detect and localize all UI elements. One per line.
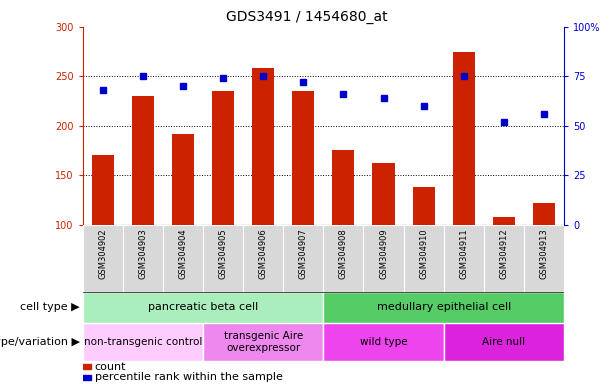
Bar	[403, 225, 444, 292]
Text: GSM304903: GSM304903	[139, 228, 147, 279]
Text: wild type: wild type	[360, 337, 407, 347]
Text: pancreatic beta cell: pancreatic beta cell	[148, 302, 258, 312]
Text: GSM304905: GSM304905	[219, 228, 227, 279]
Text: GSM304911: GSM304911	[459, 228, 468, 279]
Bar	[132, 96, 154, 225]
Bar	[373, 163, 395, 225]
Text: cell type ▶: cell type ▶	[20, 302, 80, 312]
Text: genotype/variation ▶: genotype/variation ▶	[0, 337, 80, 347]
Bar	[324, 225, 364, 292]
Text: GSM304913: GSM304913	[539, 228, 549, 279]
Bar	[493, 217, 515, 225]
Bar	[83, 364, 91, 369]
Bar	[524, 225, 564, 292]
Bar	[163, 225, 203, 292]
Text: GDS3491 / 1454680_at: GDS3491 / 1454680_at	[226, 10, 387, 23]
Bar	[484, 225, 524, 292]
Text: count: count	[94, 362, 126, 372]
Text: GSM304910: GSM304910	[419, 228, 428, 279]
Text: GSM304902: GSM304902	[98, 228, 107, 279]
Text: GSM304908: GSM304908	[339, 228, 348, 279]
Bar	[283, 225, 324, 292]
Bar	[444, 225, 484, 292]
Text: Aire null: Aire null	[482, 337, 525, 347]
Bar	[533, 203, 555, 225]
Text: GSM304909: GSM304909	[379, 228, 388, 279]
Bar	[203, 225, 243, 292]
Bar	[292, 91, 314, 225]
Text: GSM304907: GSM304907	[299, 228, 308, 279]
Bar	[83, 375, 91, 380]
Bar	[324, 292, 564, 323]
Bar	[203, 323, 324, 361]
Bar	[332, 151, 354, 225]
Bar	[212, 91, 234, 225]
Text: non-transgenic control: non-transgenic control	[84, 337, 202, 347]
Bar	[444, 323, 564, 361]
Text: percentile rank within the sample: percentile rank within the sample	[94, 372, 283, 382]
Bar	[123, 225, 163, 292]
Text: medullary epithelial cell: medullary epithelial cell	[376, 302, 511, 312]
Bar	[83, 323, 203, 361]
Bar	[252, 68, 274, 225]
Text: GSM304904: GSM304904	[178, 228, 188, 279]
Bar	[243, 225, 283, 292]
Text: GSM304906: GSM304906	[259, 228, 268, 279]
Text: transgenic Aire
overexpressor: transgenic Aire overexpressor	[224, 331, 303, 353]
Bar	[83, 292, 324, 323]
Bar	[452, 51, 474, 225]
Bar	[324, 323, 444, 361]
Bar	[172, 134, 194, 225]
Bar	[92, 156, 114, 225]
Bar	[413, 187, 435, 225]
Text: GSM304912: GSM304912	[500, 228, 508, 279]
Bar	[364, 225, 403, 292]
Bar	[83, 225, 123, 292]
